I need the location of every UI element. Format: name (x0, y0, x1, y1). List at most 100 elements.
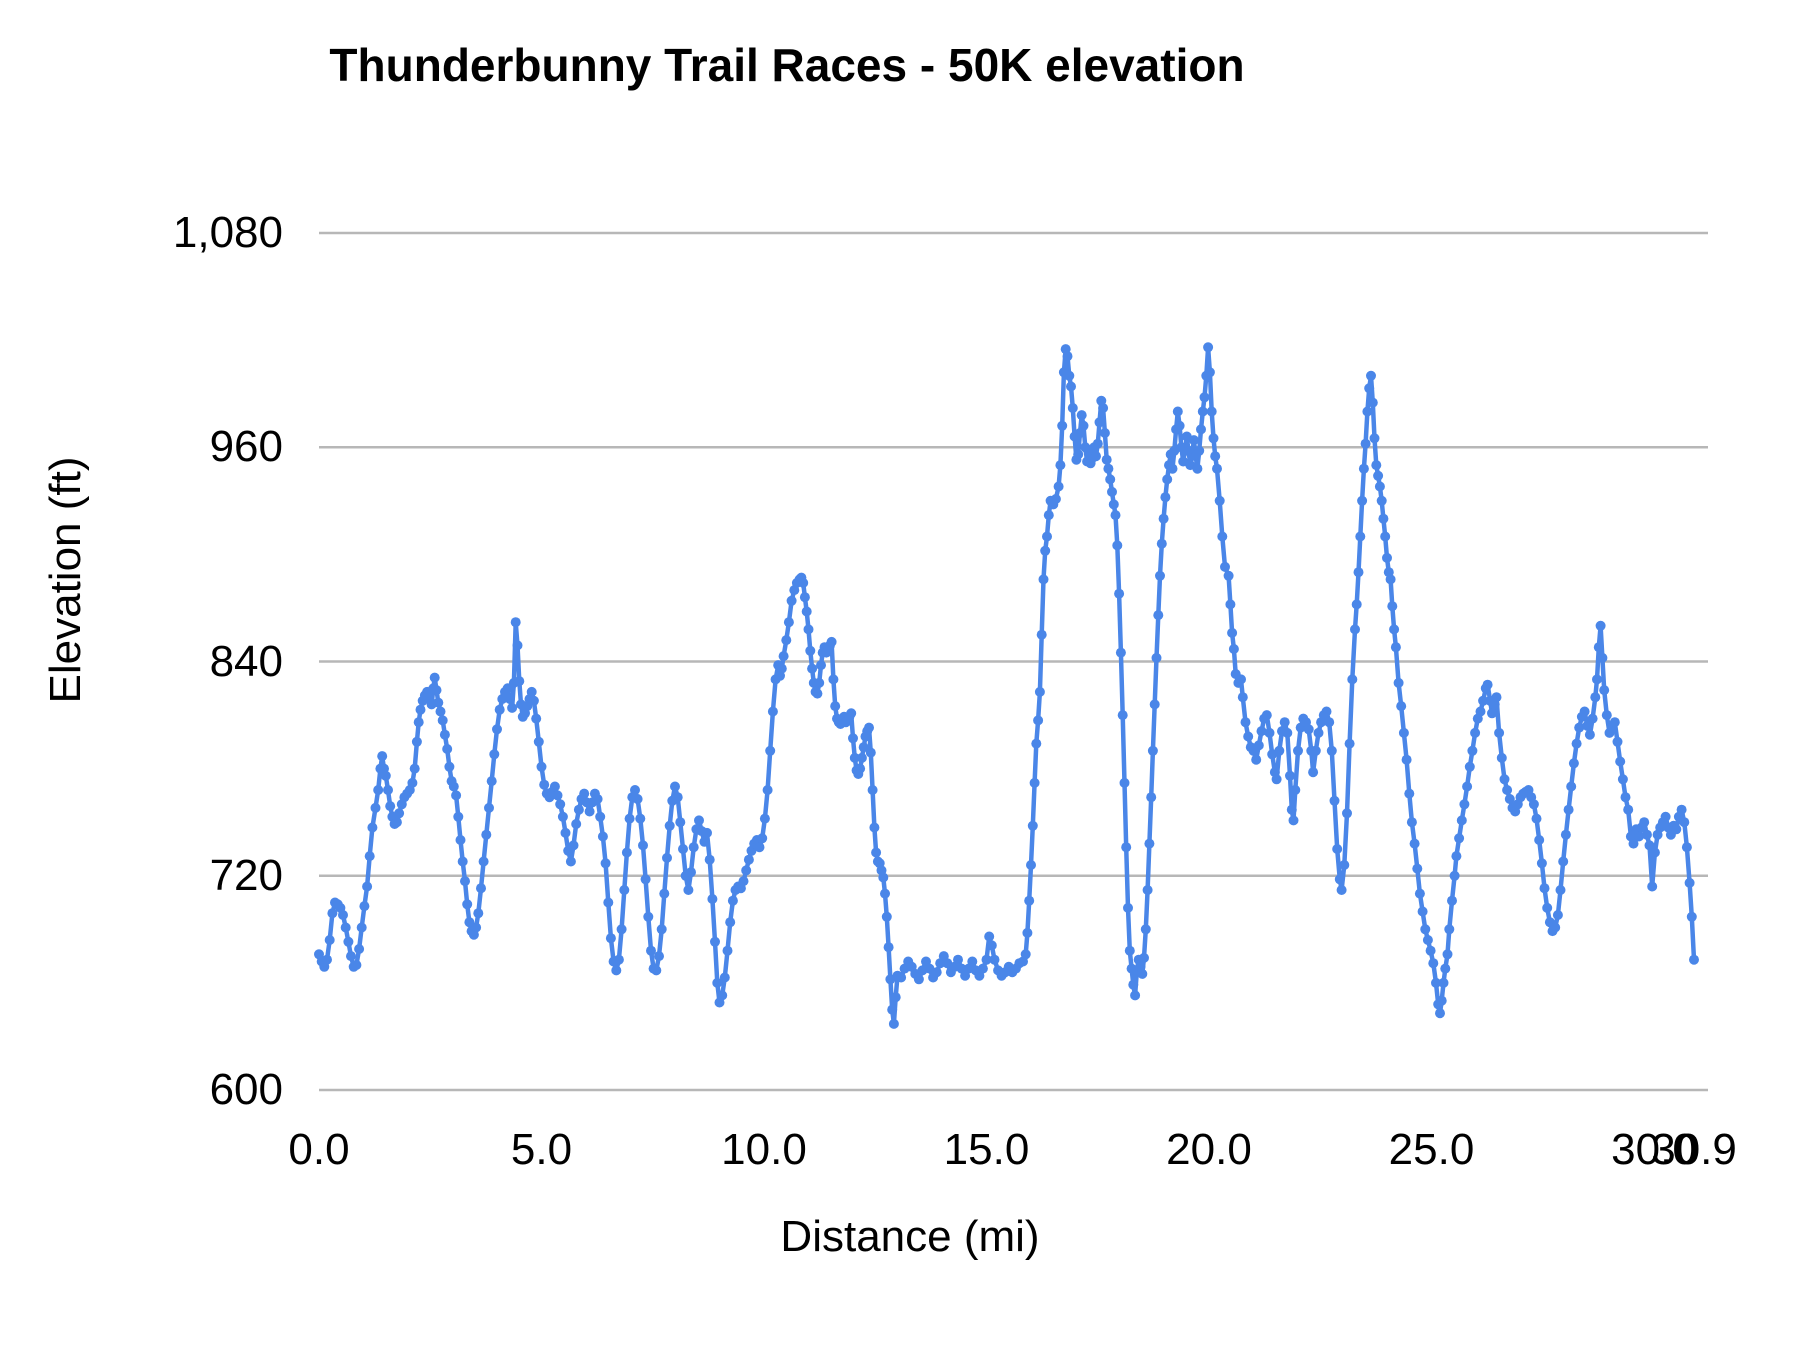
data-point (1360, 438, 1371, 449)
data-point (1336, 885, 1347, 895)
data-point (1552, 910, 1563, 920)
data-point (1124, 945, 1135, 956)
data-point (1344, 738, 1355, 749)
data-point (1033, 715, 1044, 726)
data-point (448, 781, 459, 792)
data-point (549, 781, 560, 792)
y-tick-label-840: 840 (209, 636, 283, 686)
data-point (455, 835, 466, 845)
data-point (1050, 494, 1061, 504)
data-point (533, 736, 544, 747)
data-point (1435, 1008, 1445, 1019)
data-point (1542, 902, 1553, 913)
data-point (1639, 817, 1650, 828)
data-point (1151, 652, 1162, 663)
data-point (560, 827, 571, 838)
data-point (592, 794, 603, 804)
data-point (865, 747, 876, 758)
data-point (433, 697, 444, 708)
data-point (1223, 570, 1234, 581)
data-point (442, 744, 453, 754)
data-point (1067, 403, 1078, 413)
data-point (1350, 624, 1360, 635)
data-point (1389, 624, 1400, 635)
data-point (1684, 877, 1695, 888)
data-point (1422, 935, 1433, 945)
data-point (694, 815, 704, 826)
data-point (762, 785, 773, 795)
data-point (913, 974, 924, 985)
data-point (1464, 761, 1475, 772)
data-point (1139, 952, 1149, 963)
data-point (1428, 958, 1439, 969)
data-point (1462, 781, 1473, 792)
data-point (377, 751, 388, 762)
data-point (1679, 817, 1690, 828)
data-point (1487, 708, 1497, 719)
data-point (1496, 752, 1507, 763)
data-point (1595, 620, 1606, 631)
data-point (1196, 424, 1206, 435)
data-point (1671, 824, 1682, 835)
data-point (1310, 745, 1321, 756)
data-point (1417, 906, 1428, 917)
data-point (429, 672, 440, 683)
data-point (552, 790, 563, 801)
data-point (380, 770, 391, 781)
data-point (1681, 842, 1692, 853)
data-point (858, 742, 869, 753)
data-point (605, 933, 616, 944)
data-point (1043, 510, 1054, 521)
data-point (1491, 692, 1502, 703)
data-point (1568, 758, 1579, 769)
data-point (1107, 486, 1117, 497)
data-point (1123, 902, 1133, 913)
data-point (1130, 990, 1141, 1001)
data-point (1373, 470, 1384, 481)
data-point (1158, 513, 1169, 524)
data-point (613, 954, 624, 965)
data-point (1689, 954, 1699, 965)
data-point (373, 785, 384, 795)
data-point (1353, 567, 1364, 578)
chart-title: Thunderbunny Trail Races - 50K elevation (329, 39, 1245, 91)
data-point (407, 777, 418, 788)
data-point (878, 872, 889, 883)
data-point (1117, 710, 1128, 721)
data-point (1342, 808, 1352, 819)
data-point (1647, 881, 1658, 892)
data-point (986, 940, 997, 951)
data-point (1110, 510, 1121, 521)
data-point (327, 908, 338, 919)
data-point (611, 965, 622, 976)
data-point (1440, 963, 1451, 974)
data-point (1217, 531, 1228, 542)
data-point (688, 842, 699, 853)
data-point (1566, 781, 1577, 792)
data-point (526, 686, 537, 697)
data-point (568, 840, 579, 851)
data-point (1321, 706, 1332, 717)
data-point (1390, 642, 1401, 653)
data-point (778, 651, 789, 662)
data-point (1362, 406, 1373, 417)
data-point (510, 617, 521, 628)
data-point (1401, 754, 1412, 765)
data-point (1303, 724, 1314, 735)
data-point (437, 715, 448, 726)
data-point (411, 736, 422, 747)
data-point (457, 856, 468, 867)
data-point (322, 954, 332, 965)
data-point (867, 785, 878, 795)
data-point (1279, 717, 1290, 728)
data-point (1121, 842, 1132, 853)
data-point (712, 977, 723, 988)
data-point (672, 792, 683, 803)
data-point (1449, 870, 1460, 881)
data-point (1274, 745, 1285, 756)
data-point (1197, 406, 1208, 417)
data-point (616, 924, 627, 935)
data-point (798, 577, 809, 588)
data-point (1036, 629, 1047, 640)
data-point (1144, 838, 1155, 849)
